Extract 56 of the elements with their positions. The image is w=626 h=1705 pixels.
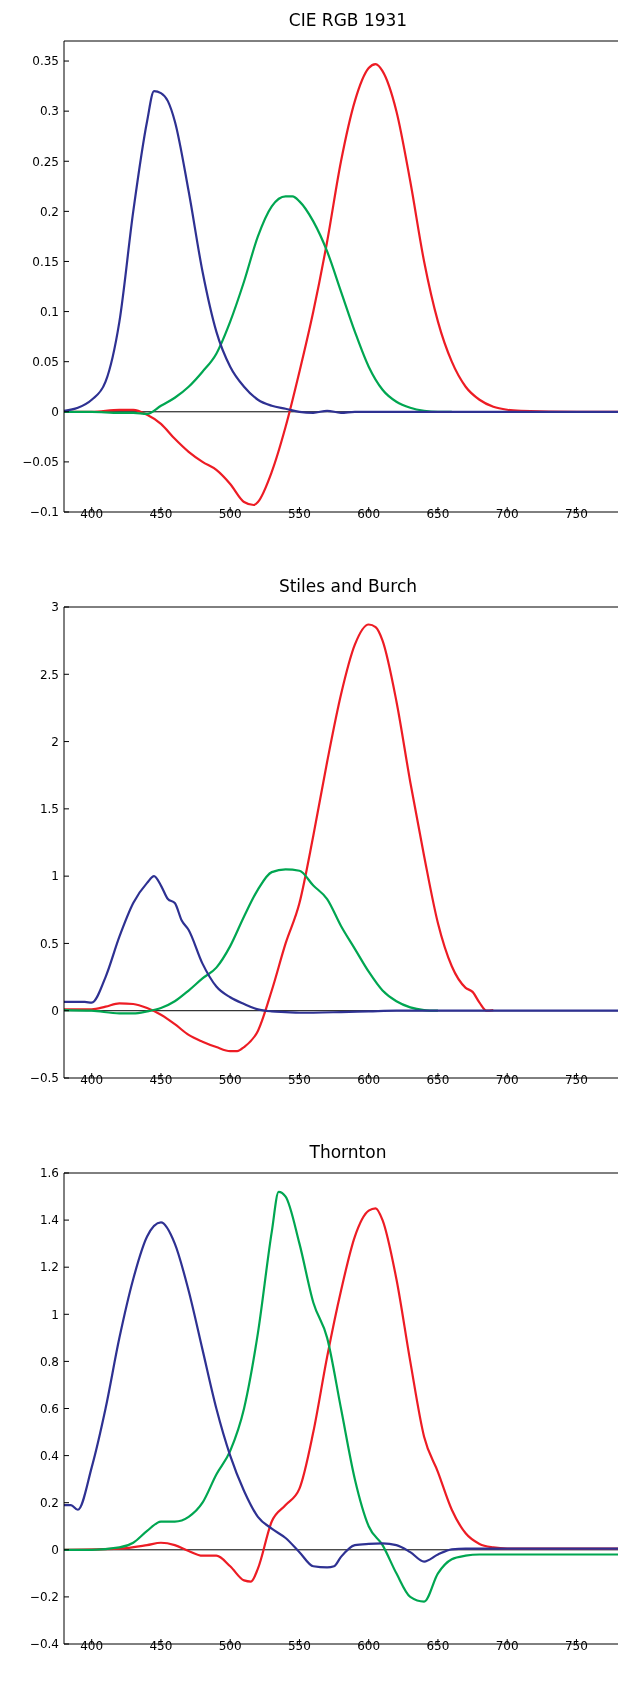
chart-title: CIE RGB 1931 bbox=[287, 9, 409, 32]
y-tick-label: 1 bbox=[51, 869, 59, 884]
y-tick-label: −0.1 bbox=[29, 505, 59, 520]
y-tick-label: 1.4 bbox=[39, 1213, 59, 1228]
x-tick-label: 750 bbox=[565, 506, 588, 521]
y-tick-label: 2 bbox=[51, 734, 59, 749]
y-tick-label: 1.2 bbox=[39, 1260, 59, 1275]
x-tick-label: 750 bbox=[565, 1638, 588, 1653]
y-tick-label: 0 bbox=[51, 1543, 59, 1558]
x-tick-label: 750 bbox=[565, 1072, 588, 1087]
x-tick-label: 550 bbox=[288, 1072, 311, 1087]
x-tick-label: 650 bbox=[426, 1072, 450, 1087]
y-tick-label: 0 bbox=[51, 1003, 59, 1018]
y-tick-label: 0.25 bbox=[32, 154, 59, 169]
y-tick-label: 3 bbox=[51, 600, 59, 615]
y-tick-label: 1.6 bbox=[39, 1166, 59, 1181]
y-tick-label: 0.15 bbox=[32, 254, 59, 269]
x-tick-label: 700 bbox=[495, 1638, 519, 1653]
y-tick-label: 0.8 bbox=[39, 1354, 59, 1369]
x-tick-label: 600 bbox=[357, 506, 381, 521]
y-tick-label: −0.5 bbox=[29, 1071, 59, 1086]
y-tick-label: −0.2 bbox=[29, 1590, 59, 1605]
y-tick-label: −0.05 bbox=[22, 455, 59, 470]
y-tick-label: 0.4 bbox=[39, 1448, 59, 1463]
x-tick-label: 650 bbox=[426, 1638, 450, 1653]
x-tick-label: 650 bbox=[426, 506, 450, 521]
y-tick-label: 0.2 bbox=[39, 1495, 59, 1510]
x-tick-label: 500 bbox=[218, 506, 242, 521]
chart-title: Stiles and Burch bbox=[277, 575, 419, 598]
x-tick-label: 400 bbox=[80, 1638, 104, 1653]
y-tick-label: 0.05 bbox=[32, 354, 59, 369]
x-tick-label: 500 bbox=[218, 1638, 242, 1653]
y-tick-label: 1.5 bbox=[39, 802, 59, 817]
x-tick-label: 550 bbox=[288, 1638, 311, 1653]
x-tick-label: 550 bbox=[288, 506, 311, 521]
x-tick-label: 700 bbox=[495, 1072, 519, 1087]
x-tick-label: 400 bbox=[80, 1072, 104, 1087]
x-tick-label: 700 bbox=[495, 506, 519, 521]
y-tick-label: 0.3 bbox=[39, 104, 59, 119]
y-tick-label: −0.4 bbox=[29, 1637, 59, 1652]
x-tick-label: 450 bbox=[149, 1638, 173, 1653]
y-tick-label: 1 bbox=[51, 1307, 59, 1322]
y-tick-label: 2.5 bbox=[39, 667, 59, 682]
x-tick-label: 450 bbox=[149, 506, 173, 521]
y-tick-label: 0 bbox=[51, 405, 59, 420]
y-tick-label: 0.6 bbox=[39, 1401, 59, 1416]
x-tick-label: 500 bbox=[218, 1072, 242, 1087]
y-tick-label: 0.1 bbox=[39, 304, 59, 319]
chart-title: Thornton bbox=[308, 1141, 388, 1164]
x-tick-label: 400 bbox=[80, 506, 104, 521]
y-tick-label: 0.2 bbox=[39, 204, 59, 219]
y-tick-label: 0.35 bbox=[32, 54, 59, 69]
x-tick-label: 600 bbox=[357, 1072, 381, 1087]
y-tick-label: 0.5 bbox=[39, 936, 59, 951]
x-tick-label: 450 bbox=[149, 1072, 173, 1087]
x-tick-label: 600 bbox=[357, 1638, 381, 1653]
